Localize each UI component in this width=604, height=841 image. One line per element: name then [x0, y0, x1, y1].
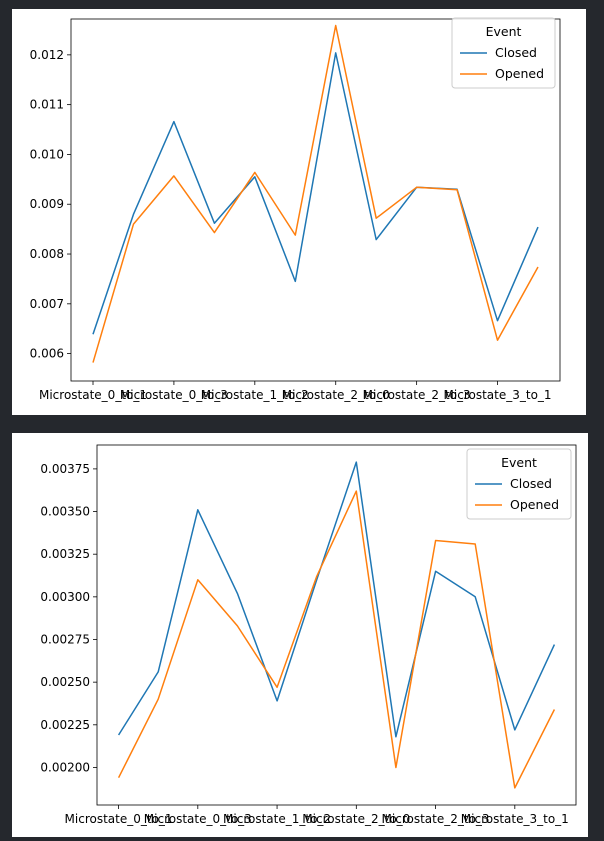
chart1.y-tick-label-4: 0.010	[30, 147, 64, 161]
chart2.x-tick-label-4: Microstate_2_to_3	[382, 812, 490, 826]
chart2.legend: Event Closed Opened	[466, 448, 572, 520]
chart1.x-tick-label-1: Microstate_0_to_3	[120, 388, 228, 402]
chart-panel-2: 0.00200 0.00225 0.00250 0.00275 0.00300 0.003…	[12, 433, 588, 837]
chart2.legend-label-closed: Closed	[510, 476, 552, 491]
chart2.y-tick-label-1: 0.00225	[40, 718, 90, 732]
chart2.legend-title: Event	[501, 455, 537, 470]
chart1.legend-title: Event	[486, 24, 522, 39]
chart1.y-tick-label-6: 0.012	[30, 48, 64, 62]
chart2.x-tick-label-0: Microstate_0_to_1	[65, 812, 173, 826]
chart2.y-tick-label-0: 0.00200	[40, 760, 90, 774]
chart1.legend-label-closed: Closed	[495, 45, 537, 60]
chart1.legend-box	[451, 17, 556, 89]
chart2.x-tick-label-5: Microstate_3_to_1	[461, 812, 569, 826]
chart2.x-tick-label-2: Microstate_1_to_2	[223, 812, 331, 826]
chart1.legend: Event Closed Opened	[451, 17, 556, 89]
line-chart-2: 0.00200 0.00225 0.00250 0.00275 0.00300 0.003…	[40, 444, 577, 826]
chart2.y-tick-label-5: 0.00325	[40, 547, 90, 561]
line-chart-1: 0.006 0.007 0.008 0.009 0.010 0.011 0.012 Micro…	[30, 17, 561, 402]
chart1.x-tick-label-4: Microstate_2_to_3	[363, 388, 471, 402]
chart2.y-tick-label-6: 0.00350	[40, 505, 90, 519]
chart1.y-tick-label-5: 0.011	[30, 98, 64, 112]
chart1.legend-label-opened: Opened	[495, 66, 544, 81]
chart2.series-closed-line	[117, 461, 556, 738]
chart1.y-tick-label-2: 0.008	[30, 247, 64, 261]
chart2.legend-box	[466, 448, 572, 520]
chart2.x-tick-label-3: Microstate_2_to_0	[302, 812, 410, 826]
chart1.y-tick-label-0: 0.006	[30, 347, 64, 361]
chart2.y-tick-label-7: 0.00375	[40, 462, 90, 476]
chart1.x-tick-label-3: Microstate_2_to_0	[282, 388, 390, 402]
chart-panel-1: 0.006 0.007 0.008 0.009 0.010 0.011 0.012 Micro…	[12, 9, 586, 415]
chart1.axes-frame	[70, 18, 561, 382]
chart1.y-tick-label-1: 0.007	[30, 297, 64, 311]
chart1.series-opened-line	[92, 24, 539, 363]
chart2.axes-frame	[96, 444, 577, 806]
chart2.legend-label-opened: Opened	[510, 497, 559, 512]
chart2.x-tick-label-1: Microstate_0_to_3	[144, 812, 252, 826]
chart2.series-opened-line	[117, 490, 556, 789]
chart1.x-tick-label-2: Microstate_1_to_2	[201, 388, 309, 402]
chart2.y-tick-label-4: 0.00300	[40, 590, 90, 604]
chart1.x-tick-label-5: Microstate_3_to_1	[444, 388, 552, 402]
chart1.y-tick-label-3: 0.009	[30, 197, 64, 211]
chart2.y-tick-label-3: 0.00275	[40, 633, 90, 647]
chart1.x-tick-label-0: Microstate_0_to_1	[39, 388, 147, 402]
chart2.y-tick-label-2: 0.00250	[40, 675, 90, 689]
chart1.series-closed-line	[92, 52, 539, 335]
